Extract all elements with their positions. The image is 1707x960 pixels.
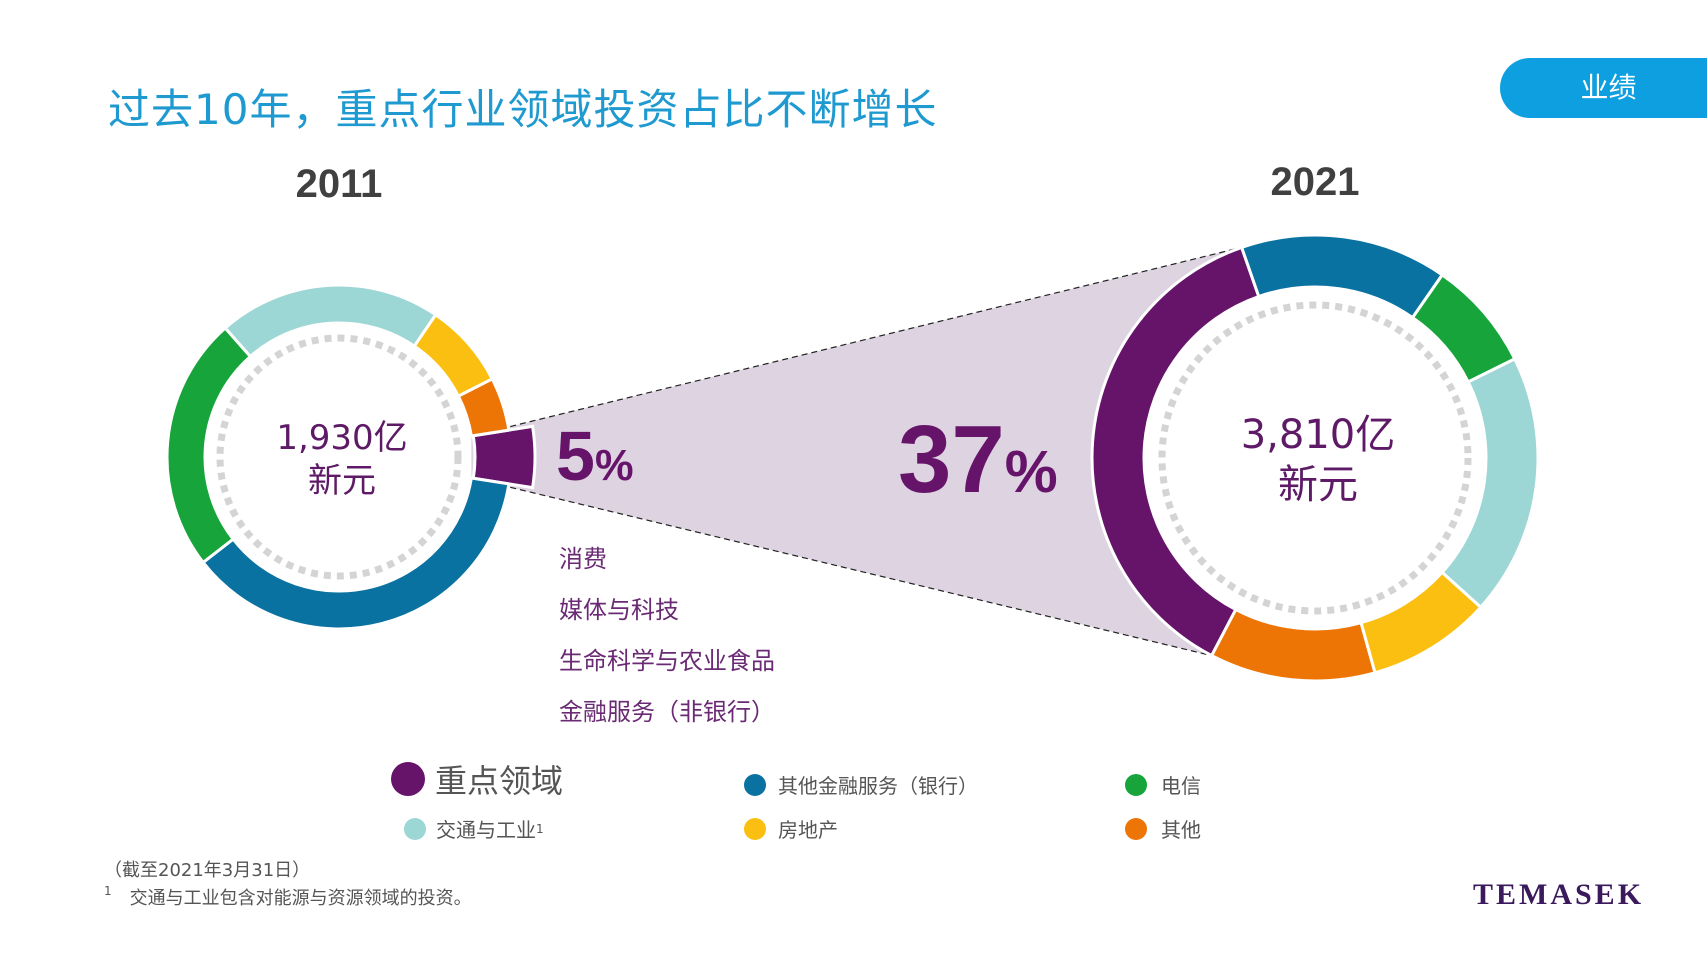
legend-item-other-financial: 其他金融服务（银行） bbox=[744, 770, 978, 799]
funnel-area bbox=[471, 247, 1242, 656]
donut-2011 bbox=[165, 283, 537, 631]
legend-item-real-estate: 房地产 bbox=[744, 814, 838, 843]
percent-sign: % bbox=[1004, 438, 1058, 505]
footnote-marker: 1 bbox=[536, 821, 544, 836]
as-of-date: （截至2021年3月31日） bbox=[104, 860, 311, 881]
center-label-2021: 3,810亿 新元 bbox=[1198, 410, 1438, 510]
legend-item-other: 其他 bbox=[1125, 814, 1201, 843]
center-amount-2021: 3,810亿 bbox=[1240, 412, 1396, 458]
focus-sector-item: 生命科学与农业食品 bbox=[559, 647, 775, 675]
footnote-number: 1 bbox=[104, 884, 112, 898]
funnel-layer bbox=[471, 246, 1242, 657]
temasek-logo: TEMASEK bbox=[1473, 878, 1645, 911]
focus-share-2011-value: 5 bbox=[556, 417, 595, 495]
legend-label: 其他 bbox=[1161, 818, 1201, 842]
focus-sector-item: 媒体与科技 bbox=[559, 596, 679, 624]
center-currency-2011: 新元 bbox=[308, 460, 376, 501]
legend-swatch-focus bbox=[391, 762, 425, 796]
legend-label: 房地产 bbox=[778, 818, 838, 842]
focus-sector-item: 金融服务（非银行） bbox=[559, 698, 775, 726]
center-amount-2011: 1,930亿 bbox=[276, 418, 408, 458]
legend-swatch-transport-industrial bbox=[404, 817, 426, 840]
center-currency-2021: 新元 bbox=[1278, 462, 1358, 508]
segment-focus-2021 bbox=[1090, 245, 1261, 658]
year-label-2021: 2021 bbox=[1270, 160, 1360, 204]
footnote-1: 1 交通与工业包含对能源与资源领域的投资。 bbox=[104, 884, 472, 910]
legend-swatch-telecom bbox=[1125, 773, 1147, 796]
legend-label: 电信 bbox=[1161, 774, 1201, 798]
focus-sector-item: 消费 bbox=[559, 545, 607, 573]
legend-item-telecom: 电信 bbox=[1125, 770, 1201, 799]
segment-other-2011 bbox=[456, 376, 511, 438]
segment-transport-industrial-2011 bbox=[223, 283, 438, 359]
legend-swatch-real-estate bbox=[744, 817, 766, 840]
legend-item-focus: 重点领域 bbox=[391, 756, 563, 802]
donut-2021 bbox=[1090, 233, 1540, 683]
legend-label: 其他金融服务（银行） bbox=[778, 774, 978, 798]
dotted-ring-2021 bbox=[1158, 301, 1472, 615]
legend-item-transport-industrial: 交通与工业 1 bbox=[404, 814, 544, 843]
focus-sector-list: 消费 媒体与科技 生命科学与农业食品 金融服务（非银行） bbox=[559, 534, 775, 738]
legend-label: 重点领域 bbox=[435, 762, 564, 800]
center-label-2011: 1,930亿 新元 bbox=[222, 417, 462, 502]
footnote-text: 交通与工业包含对能源与资源领域的投资。 bbox=[129, 888, 472, 909]
focus-share-2011: 5% bbox=[556, 416, 634, 506]
legend-label: 交通与工业 bbox=[436, 818, 536, 842]
percent-sign: % bbox=[594, 442, 634, 490]
focus-share-2021-value: 37 bbox=[898, 406, 1005, 513]
section-badge[interactable]: 业绩 bbox=[1500, 58, 1707, 118]
dotted-ring-2011 bbox=[216, 334, 462, 580]
legend-swatch-other-financial bbox=[744, 773, 766, 796]
segment-other-2021 bbox=[1209, 607, 1377, 683]
focus-share-2021: 37% bbox=[898, 408, 1058, 524]
page-title: 过去10年，重点行业领域投资占比不断增长 bbox=[108, 85, 938, 134]
funnel-edge-bottom bbox=[471, 477, 1212, 657]
funnel-edge-top bbox=[471, 246, 1242, 437]
legend-swatch-other bbox=[1125, 817, 1147, 840]
year-label-2011: 2011 bbox=[295, 162, 383, 206]
